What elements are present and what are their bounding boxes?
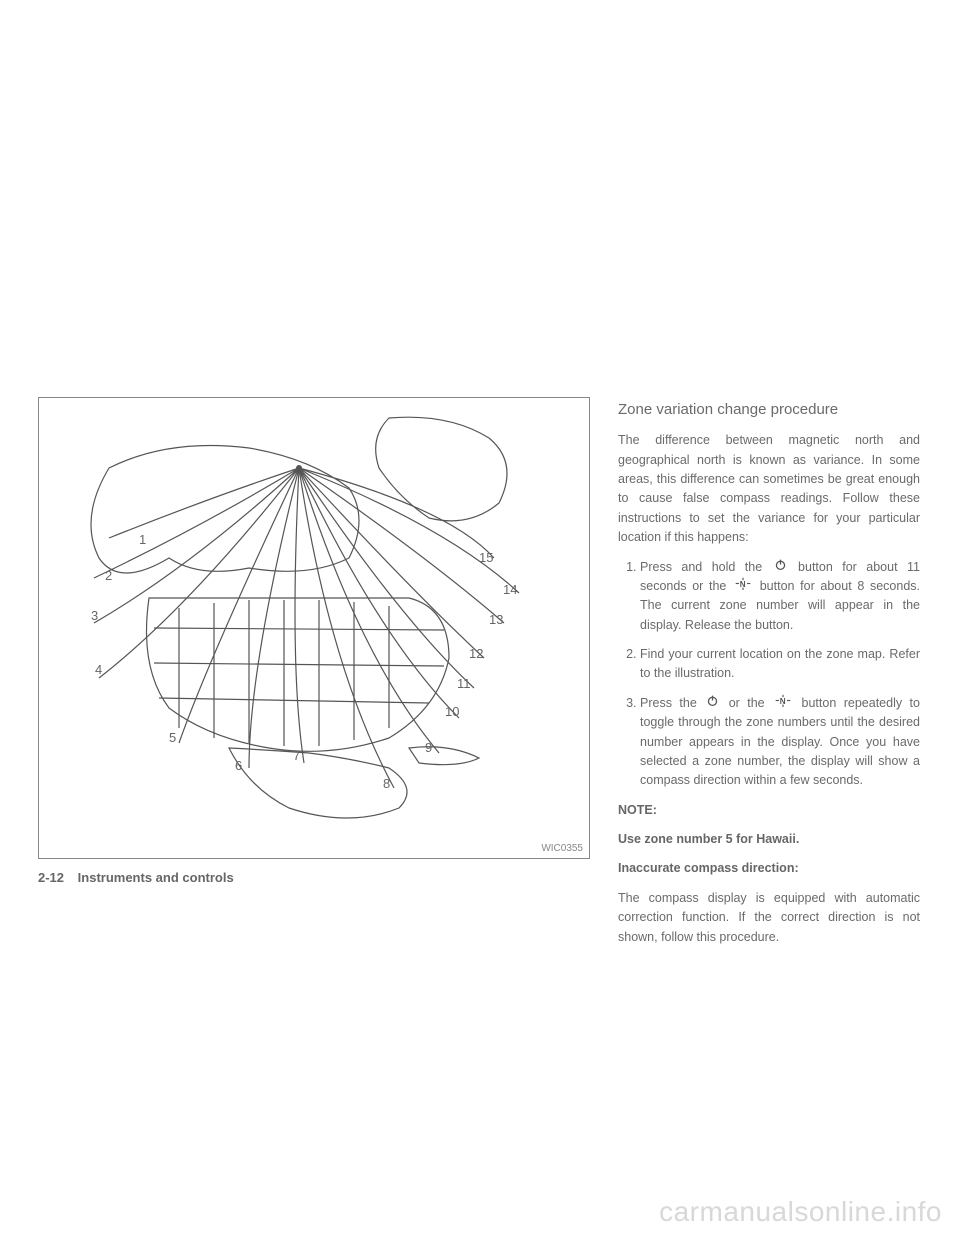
note-label: NOTE:	[618, 801, 920, 820]
step-3-pre: Press the	[640, 696, 704, 710]
zone-label-2: 2	[105, 568, 112, 583]
zone-label-10: 10	[445, 704, 459, 719]
zone-label-11: 11	[457, 676, 471, 691]
power-icon	[706, 694, 719, 713]
compass-n-icon: N	[734, 577, 752, 596]
procedure-list: Press and hold the button for about 11 s…	[618, 558, 920, 791]
zone-label-1: 1	[139, 532, 146, 547]
svg-text:N: N	[740, 580, 746, 589]
step-2: Find your current location on the zone m…	[640, 645, 920, 684]
zone-label-9: 9	[425, 740, 432, 755]
watermark: carmanualsonline.info	[659, 1196, 942, 1228]
step-3-mid: or the	[729, 696, 772, 710]
zone-label-5: 5	[169, 730, 176, 745]
zone-label-12: 12	[469, 646, 483, 661]
zone-label-13: 13	[489, 612, 503, 627]
content-column: Zone variation change procedure The diff…	[618, 398, 920, 957]
section-heading: Zone variation change procedure	[618, 398, 920, 421]
closing-paragraph: The compass display is equipped with aut…	[618, 889, 920, 947]
note-inaccurate: Inaccurate compass direction:	[618, 859, 920, 878]
zone-label-14: 14	[503, 582, 517, 597]
svg-text:N: N	[780, 697, 786, 706]
figure-caption: WIC0355	[541, 843, 583, 854]
zone-label-15: 15	[479, 550, 493, 565]
step-1: Press and hold the button for about 11 s…	[640, 558, 920, 636]
step-3: Press the or the N button repeatedly to …	[640, 694, 920, 791]
zone-label-6: 6	[235, 758, 242, 773]
step-1-pre: Press and hold the	[640, 560, 772, 574]
zone-label-3: 3	[91, 608, 98, 623]
page-number: 2-12	[38, 870, 64, 885]
zone-label-7: 7	[293, 748, 300, 763]
zone-map: 1 2 3 4 5 6 7 8 9 10 11 12 13 14 15	[49, 408, 579, 836]
page-footer: 2-12 Instruments and controls	[38, 870, 234, 885]
compass-n-icon: N	[774, 694, 792, 713]
manual-page: 1 2 3 4 5 6 7 8 9 10 11 12 13 14 15 WIC0…	[0, 0, 960, 1242]
zone-label-4: 4	[95, 662, 102, 677]
note-hawaii: Use zone number 5 for Hawaii.	[618, 830, 920, 849]
section-title: Instruments and controls	[78, 870, 234, 885]
intro-paragraph: The difference between magnetic north an…	[618, 431, 920, 547]
zone-map-figure: 1 2 3 4 5 6 7 8 9 10 11 12 13 14 15 WIC0…	[38, 397, 590, 859]
zone-label-8: 8	[383, 776, 390, 791]
power-icon	[774, 558, 787, 577]
